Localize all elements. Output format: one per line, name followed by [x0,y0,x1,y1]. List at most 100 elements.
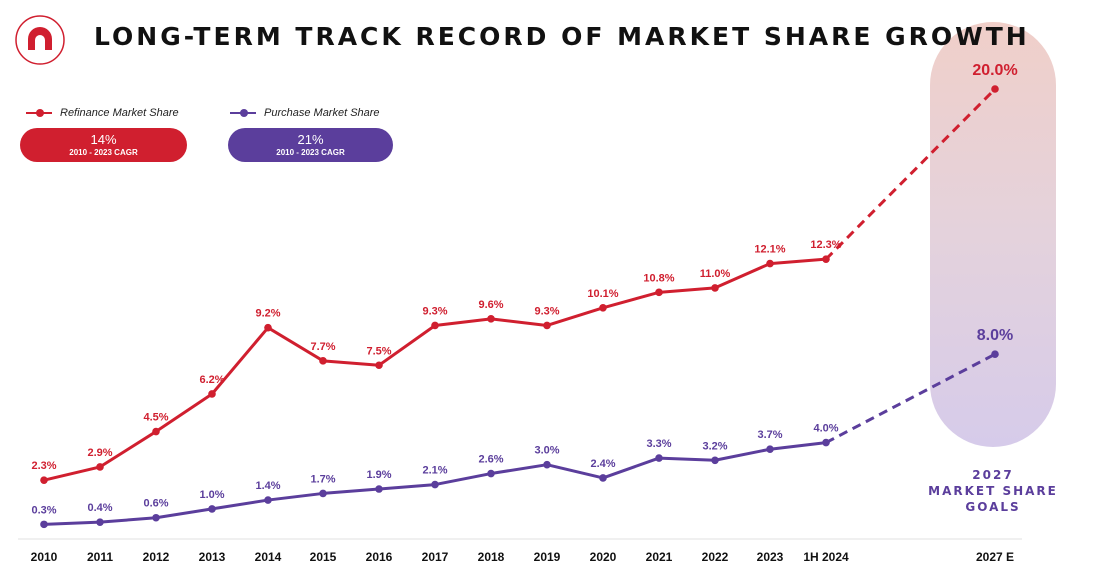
x-tick-label: 2023 [757,550,784,564]
purchase-data-label: 3.7% [757,429,782,441]
page-title: LONG-TERM TRACK RECORD OF MARKET SHARE G… [94,22,1030,51]
refinance-data-label: 2.9% [87,447,112,459]
legend-line-icon [230,109,256,117]
purchase-data-label: 0.3% [31,504,56,516]
refinance-data-point [822,255,830,263]
x-tick-label: 2014 [255,550,282,564]
purchase-data-point [766,445,774,454]
rocket-logo-icon [15,15,65,65]
purchase-data-point [431,480,439,489]
refinance-data-label: 6.2% [199,374,224,386]
cagr-caption: 2010 - 2023 CAGR [276,148,345,157]
purchase-data-label: 3.3% [646,438,671,450]
cagr-caption: 2010 - 2023 CAGR [69,148,138,157]
refinance-data-label: 12.1% [754,244,785,256]
goal-label: 2027 MARKET SHARE GOALS [923,467,1063,515]
refinance-data-point [96,463,104,471]
refinance-data-point [264,323,272,332]
refinance-data-point [487,315,495,323]
x-tick-label: 2013 [199,550,226,564]
x-tick-label: 2011 [87,550,113,564]
x-tick-label: 2016 [366,550,393,564]
refinance-projection-line [824,87,997,261]
purchase-data-point [264,496,272,504]
cagr-value: 21% [297,132,324,147]
refinance-data-label: 10.8% [643,272,674,284]
purchase-data-label: 2.6% [478,454,503,466]
purchase-data-point [655,454,663,462]
refinance-data-label: 9.6% [478,299,503,311]
refinance-data-point [152,427,160,436]
purchase-data-label: 2.1% [422,465,447,477]
legend-label: Refinance Market Share [60,107,179,119]
purchase-data-point [152,513,160,522]
purchase-data-label: 3.0% [534,445,559,457]
purchase-data-label: 1.4% [255,480,280,492]
refinance-data-point [319,357,327,365]
x-tick-label: 2012 [143,550,170,564]
cagr-badge-purchase: 21% 2010 - 2023 CAGR [228,128,393,162]
refinance-data-label: 7.7% [310,341,335,353]
x-tick-label: 2021 [646,550,673,564]
refinance-data-label: 20.0% [972,62,1017,79]
purchase-data-point [96,518,104,526]
refinance-data-point [543,321,551,330]
x-tick-label: 2022 [702,550,729,564]
refinance-data-point [599,303,607,312]
x-tick-label: 2015 [310,550,337,564]
refinance-data-label: 2.3% [31,460,56,472]
x-tick-label: 2020 [590,550,617,564]
purchase-data-point [991,350,999,359]
purchase-data-point [711,456,719,465]
purchase-data-point [319,489,327,498]
cagr-badge-refinance: 14% 2010 - 2023 CAGR [20,128,187,162]
purchase-data-label: 1.0% [199,489,224,501]
purchase-data-label: 0.4% [87,502,112,514]
refinance-data-label: 9.3% [534,305,559,317]
refinance-data-label: 9.3% [422,305,447,317]
purchase-data-label: 3.2% [702,440,727,452]
goal-label-line: 2027 [972,468,1014,482]
x-tick-label: 2019 [534,550,561,564]
purchase-data-point [487,469,495,478]
purchase-data-label: 1.9% [366,469,391,481]
legend-line-icon [26,109,52,117]
purchase-data-label: 0.6% [143,498,168,510]
x-tick-label: 1H 2024 [803,550,849,564]
purchase-data-label: 2.4% [590,458,615,470]
legend-item-purchase: Purchase Market Share [230,103,380,123]
purchase-data-label: 4.0% [813,423,838,435]
purchase-projection-line [825,352,996,444]
x-tick-label: 2018 [478,550,505,564]
refinance-data-point [655,288,663,297]
refinance-data-label: 12.3% [810,239,841,251]
purchase-data-label: 8.0% [977,327,1013,344]
legend-label: Purchase Market Share [264,107,380,119]
refinance-data-point [766,259,774,268]
refinance-data-label: 7.5% [366,345,391,357]
goal-label-line: GOALS [965,500,1021,514]
cagr-value: 14% [90,132,117,147]
purchase-data-point [822,438,830,447]
purchase-data-point [599,474,607,482]
refinance-data-label: 11.0% [700,268,731,280]
refinance-data-point [991,85,999,93]
refinance-data-label: 10.1% [587,288,618,300]
refinance-data-label: 9.2% [255,308,280,320]
refinance-data-point [431,321,439,330]
purchase-data-point [543,460,551,469]
purchase-data-point [208,505,216,513]
refinance-data-point [711,284,719,292]
refinance-data-point [40,476,48,484]
x-tick-label: 2010 [31,550,58,564]
refinance-data-point [375,361,383,370]
refinance-data-point [208,390,216,398]
x-tick-label: 2027 E [976,550,1014,564]
purchase-data-label: 1.7% [310,473,335,485]
purchase-data-point [375,485,383,493]
legend-item-refinance: Refinance Market Share [26,103,179,123]
refinance-data-label: 4.5% [143,412,168,424]
goal-label-line: MARKET SHARE [928,484,1058,498]
x-tick-label: 2017 [422,550,449,564]
